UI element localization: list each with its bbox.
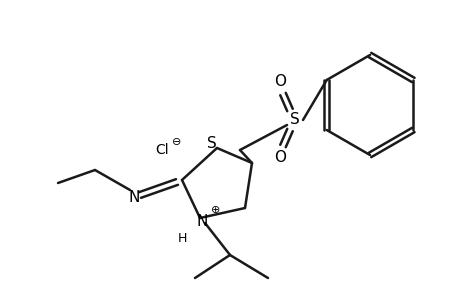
Text: Cl: Cl	[155, 143, 168, 157]
Text: N: N	[196, 214, 207, 229]
Text: H: H	[177, 232, 186, 244]
Text: S: S	[290, 112, 299, 128]
Text: O: O	[274, 74, 285, 89]
Text: S: S	[207, 136, 216, 152]
Text: ⊕: ⊕	[211, 205, 220, 215]
Text: ⊖: ⊖	[172, 137, 181, 147]
Text: O: O	[274, 151, 285, 166]
Text: N: N	[128, 190, 140, 205]
